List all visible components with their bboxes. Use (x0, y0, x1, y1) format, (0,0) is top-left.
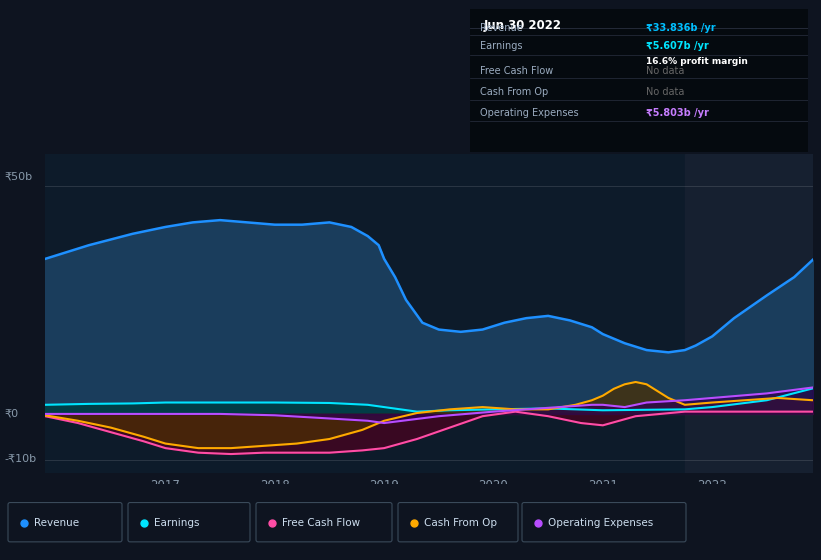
Text: Operating Expenses: Operating Expenses (479, 108, 578, 118)
Text: Cash From Op: Cash From Op (424, 517, 497, 528)
Text: Revenue: Revenue (479, 22, 522, 32)
Text: Revenue: Revenue (34, 517, 79, 528)
Text: Earnings: Earnings (154, 517, 200, 528)
Text: No data: No data (645, 66, 684, 76)
Text: ₹0: ₹0 (4, 408, 18, 418)
Text: Jun 30 2022: Jun 30 2022 (483, 19, 561, 32)
Text: Cash From Op: Cash From Op (479, 87, 548, 97)
Text: 16.6% profit margin: 16.6% profit margin (645, 57, 747, 66)
Text: Operating Expenses: Operating Expenses (548, 517, 654, 528)
Text: Earnings: Earnings (479, 41, 522, 51)
Text: ₹33.836b /yr: ₹33.836b /yr (645, 22, 715, 32)
Text: ₹5.803b /yr: ₹5.803b /yr (645, 108, 709, 118)
Text: Free Cash Flow: Free Cash Flow (282, 517, 360, 528)
Text: No data: No data (645, 87, 684, 97)
Bar (685, 154, 813, 473)
Text: ₹50b: ₹50b (4, 172, 32, 182)
Text: ₹5.607b /yr: ₹5.607b /yr (645, 41, 709, 51)
Text: -₹10b: -₹10b (4, 454, 36, 464)
Text: Free Cash Flow: Free Cash Flow (479, 66, 553, 76)
